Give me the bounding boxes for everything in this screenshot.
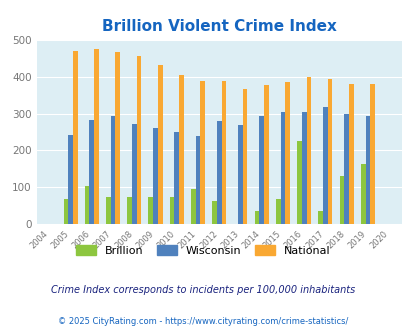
Bar	[89, 120, 94, 224]
Bar	[94, 49, 98, 224]
Bar	[153, 128, 158, 224]
Bar	[327, 79, 332, 224]
Bar	[318, 211, 322, 224]
Bar	[85, 185, 89, 224]
Bar	[259, 116, 263, 224]
Bar	[136, 56, 141, 224]
Bar	[296, 141, 301, 224]
Bar	[174, 132, 179, 224]
Text: Crime Index corresponds to incidents per 100,000 inhabitants: Crime Index corresponds to incidents per…	[51, 285, 354, 295]
Bar	[365, 116, 369, 224]
Bar	[343, 114, 348, 224]
Bar	[200, 82, 205, 224]
Bar	[148, 197, 153, 224]
Bar	[190, 189, 195, 224]
Bar	[301, 112, 306, 224]
Bar	[369, 84, 374, 224]
Bar	[348, 83, 353, 224]
Legend: Brillion, Wisconsin, National: Brillion, Wisconsin, National	[71, 241, 334, 260]
Bar	[216, 121, 221, 224]
Bar	[169, 197, 174, 224]
Title: Brillion Violent Crime Index: Brillion Violent Crime Index	[102, 19, 336, 34]
Bar	[322, 107, 327, 224]
Bar	[132, 124, 136, 224]
Bar	[238, 125, 242, 224]
Bar	[285, 82, 289, 224]
Bar	[63, 199, 68, 224]
Bar	[280, 112, 285, 224]
Bar	[72, 51, 77, 224]
Bar	[275, 199, 280, 224]
Bar	[339, 176, 343, 224]
Bar	[179, 75, 183, 224]
Bar	[111, 116, 115, 224]
Text: © 2025 CityRating.com - https://www.cityrating.com/crime-statistics/: © 2025 CityRating.com - https://www.city…	[58, 317, 347, 326]
Bar	[127, 197, 132, 224]
Bar	[212, 201, 216, 224]
Bar	[254, 211, 259, 224]
Bar	[158, 65, 162, 224]
Bar	[195, 136, 200, 224]
Bar	[106, 197, 111, 224]
Bar	[221, 82, 226, 224]
Bar	[306, 77, 311, 224]
Bar	[263, 85, 268, 224]
Bar	[242, 89, 247, 224]
Bar	[68, 135, 72, 224]
Bar	[360, 164, 365, 224]
Bar	[115, 52, 120, 224]
